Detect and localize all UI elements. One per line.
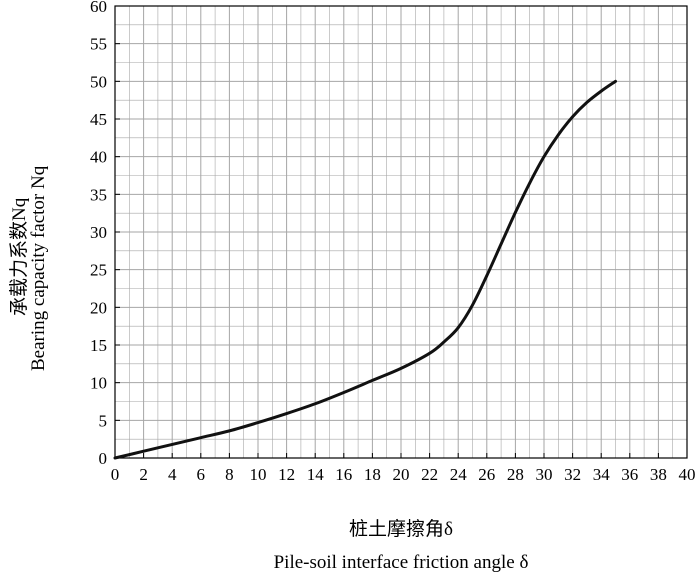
- data-point: [113, 456, 117, 460]
- y-tick-label: 15: [90, 336, 107, 355]
- x-tick-label: 2: [139, 465, 148, 484]
- x-tick-label: 6: [197, 465, 206, 484]
- x-tick-label: 32: [564, 465, 581, 484]
- y-tick-label: 30: [90, 223, 107, 242]
- y-tick-label: 25: [90, 261, 107, 280]
- y-tick-label: 60: [90, 0, 107, 16]
- data-point: [199, 436, 202, 439]
- data-point: [485, 274, 488, 277]
- data-point: [142, 450, 145, 453]
- data-points: [113, 80, 617, 460]
- x-tick-label: 0: [111, 465, 120, 484]
- y-tick-labels: 0 5 10 15 20 25 30 35 40 45 50 55 60: [90, 0, 107, 468]
- x-tick-label: 34: [593, 465, 611, 484]
- data-point: [571, 115, 574, 118]
- x-axis-label-chinese: 桩土摩擦角δ: [349, 519, 453, 540]
- x-tick-label: 26: [478, 465, 495, 484]
- data-point: [428, 352, 431, 355]
- data-point: [585, 101, 589, 104]
- y-tick-label: 50: [90, 72, 107, 91]
- data-point: [399, 367, 403, 370]
- x-tick-label: 14: [307, 465, 325, 484]
- y-tick-label: 55: [90, 35, 107, 54]
- data-point: [285, 412, 288, 415]
- x-tick-label: 24: [450, 465, 468, 484]
- x-tick-label: 30: [536, 465, 553, 484]
- x-tick-label: 36: [621, 465, 638, 484]
- y-tick-label: 20: [90, 298, 107, 317]
- data-point: [457, 326, 460, 329]
- y-tick-label: 5: [99, 411, 108, 430]
- y-tick-label: 10: [90, 374, 107, 393]
- plot-frame: [114, 5, 688, 459]
- data-point: [228, 429, 231, 433]
- x-tick-label: 28: [507, 465, 524, 484]
- x-tick-label: 12: [278, 465, 295, 484]
- x-tick-labels: 0 2 4 6 8 10 12 14 16 18 20 22 24 26 28 30 32 34 36 38 40: [111, 465, 696, 484]
- major-grid: [114, 5, 688, 459]
- y-tick-label: 40: [90, 148, 107, 167]
- x-tick-label: 8: [225, 465, 234, 484]
- x-tick-label: 18: [364, 465, 381, 484]
- x-tick-label: 20: [393, 465, 410, 484]
- data-point: [256, 421, 260, 424]
- data-point: [528, 181, 531, 185]
- x-tick-label: 22: [421, 465, 438, 484]
- y-tick-label: 35: [90, 185, 107, 204]
- x-tick-label: 10: [250, 465, 267, 484]
- y-tick-label: 45: [90, 110, 107, 129]
- x-tick-label: 40: [679, 465, 696, 484]
- x-tick-label: 4: [168, 465, 177, 484]
- x-tick-label: 16: [335, 465, 352, 484]
- data-point: [557, 133, 560, 137]
- data-point: [371, 379, 374, 382]
- data-point: [499, 242, 503, 246]
- y-tick-label: 0: [99, 449, 108, 468]
- x-axis-label-english: Pile-soil interface friction angle δ: [273, 552, 529, 573]
- data-point: [314, 402, 317, 405]
- x-tick-label: 38: [650, 465, 667, 484]
- data-point: [514, 211, 517, 214]
- data-point: [542, 155, 546, 158]
- data-point: [171, 443, 174, 446]
- data-point: [614, 80, 617, 83]
- data-point: [442, 340, 446, 344]
- y-axis-label-english: Bearing capacity factor Nq: [28, 165, 49, 371]
- data-point: [342, 391, 345, 394]
- data-point: [600, 89, 603, 93]
- y-axis-label-chinese: 承载力系数Nq: [9, 197, 30, 316]
- data-point: [471, 303, 474, 307]
